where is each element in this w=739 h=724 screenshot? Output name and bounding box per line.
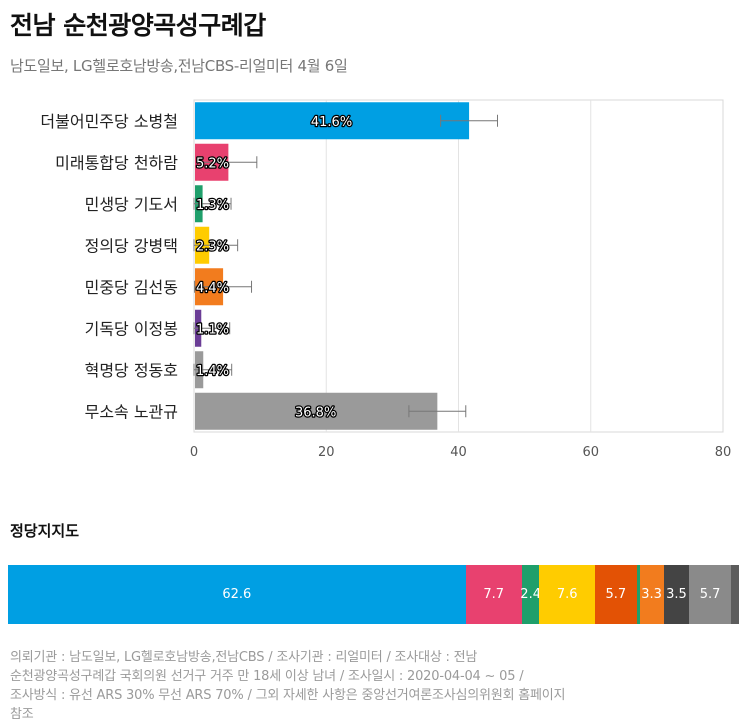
- data-label: 36.8%: [295, 405, 336, 420]
- footer-line: 의뢰기관 : 남도일보, LG헬로호남방송,전남CBS / 조사기관 : 리얼미…: [10, 650, 478, 665]
- x-tick-label: 80: [715, 445, 732, 460]
- stack-segment: 5.7: [594, 565, 637, 624]
- footer-line: 조사방식 : 유선 ARS 30% 무선 ARS 70% / 그외 자세한 사항…: [10, 688, 566, 703]
- category-label: 민중당 김선동: [85, 278, 178, 297]
- stack-segment: 3.3: [639, 565, 664, 624]
- footer-line: 참조: [10, 707, 34, 722]
- party-support-title: 정당지지도: [10, 522, 80, 540]
- footer-notes: 의뢰기관 : 남도일보, LG헬로호남방송,전남CBS / 조사기관 : 리얼미…: [10, 648, 566, 724]
- category-label: 정의당 강병택: [85, 236, 178, 255]
- candidate-bar-chart: 0 20 40 60 80 더불어민주당 소병철 41.6% 미래통합당 천하람 5.2% 민생당…: [40, 99, 732, 460]
- category-label: 미래통합당 천하람: [55, 153, 178, 172]
- chart-subtitle: 남도일보, LG헬로호남방송,전남CBS-리얼미터 4월 6일: [10, 57, 348, 75]
- x-tick-label: 60: [582, 445, 599, 460]
- category-label: 혁명당 정동호: [85, 361, 178, 380]
- party-support-stacked-bar: 62.6 7.7 2.4 7.6 5.7 3.3 3.5 5.7: [8, 565, 739, 624]
- data-label: 1.1%: [196, 322, 229, 337]
- stack-segment: 5.7: [689, 565, 731, 624]
- category-label: 무소속 노관규: [85, 402, 178, 421]
- bar: [195, 102, 470, 140]
- stack-segment: 7.6: [539, 565, 595, 624]
- x-tick-label: 20: [318, 445, 335, 460]
- data-label: 4.4%: [196, 281, 229, 296]
- category-label: 민생당 기도서: [85, 195, 178, 214]
- stack-segment: 62.6: [8, 565, 466, 624]
- x-tick-label: 0: [190, 445, 198, 460]
- data-label: 1.3%: [196, 198, 229, 213]
- stack-segment: [730, 565, 739, 624]
- data-label: 5.2%: [196, 156, 229, 171]
- stack-segment: [636, 565, 640, 624]
- stack-segment: 2.4: [520, 565, 541, 624]
- category-label: 더불어민주당 소병철: [40, 112, 178, 131]
- chart-title: 전남 순천광양곡성구례갑: [10, 11, 266, 40]
- x-tick-label: 40: [450, 445, 467, 460]
- category-label: 기독당 이정봉: [85, 319, 178, 338]
- stack-segment: 3.5: [663, 565, 690, 624]
- bar: [195, 392, 438, 430]
- data-label: 41.6%: [311, 115, 352, 130]
- footer-line: 순천광양곡성구례갑 국회의원 선거구 거주 만 18세 이상 남녀 / 조사일시…: [10, 669, 524, 684]
- data-label: 2.3%: [196, 239, 229, 254]
- data-label: 1.4%: [196, 364, 229, 379]
- stack-segment: 7.7: [465, 565, 522, 624]
